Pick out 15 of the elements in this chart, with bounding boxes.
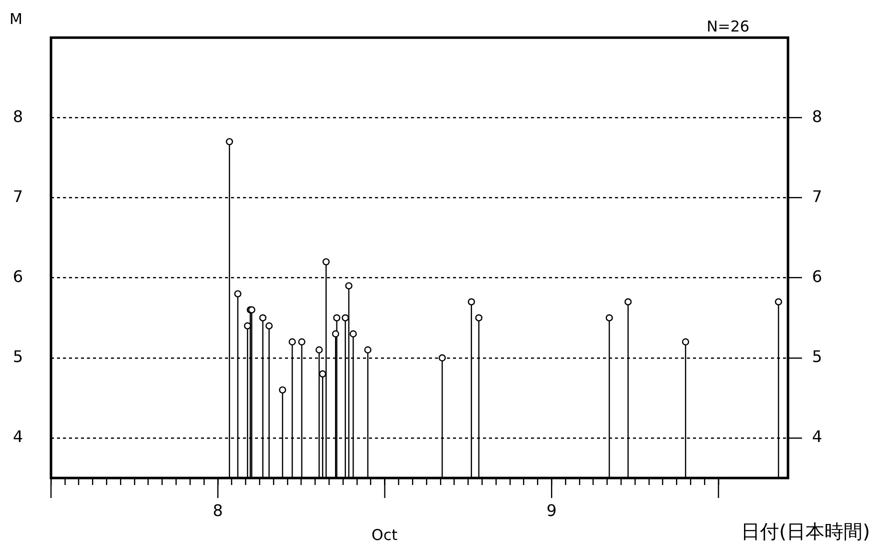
y2-tick-label: 5: [812, 347, 822, 366]
y-axis-title: M: [10, 10, 22, 28]
y2-tick-label: 7: [812, 186, 822, 206]
y-tick-label: 8: [12, 106, 23, 126]
y2-tick-label: 4: [812, 427, 822, 446]
x-axis-title: 日付(日本時間): [741, 521, 870, 543]
y-tick-label: 5: [12, 347, 23, 366]
y2-tick-label: 6: [812, 266, 822, 286]
y-tick-label: 4: [12, 427, 23, 446]
text: Oct: [372, 526, 398, 544]
y-tick-label: 7: [12, 186, 23, 206]
y2-tick-label: 8: [812, 106, 822, 126]
x-tick-label: 9: [546, 500, 557, 520]
text: N=26: [706, 18, 750, 36]
y-tick-label: 6: [12, 266, 23, 286]
